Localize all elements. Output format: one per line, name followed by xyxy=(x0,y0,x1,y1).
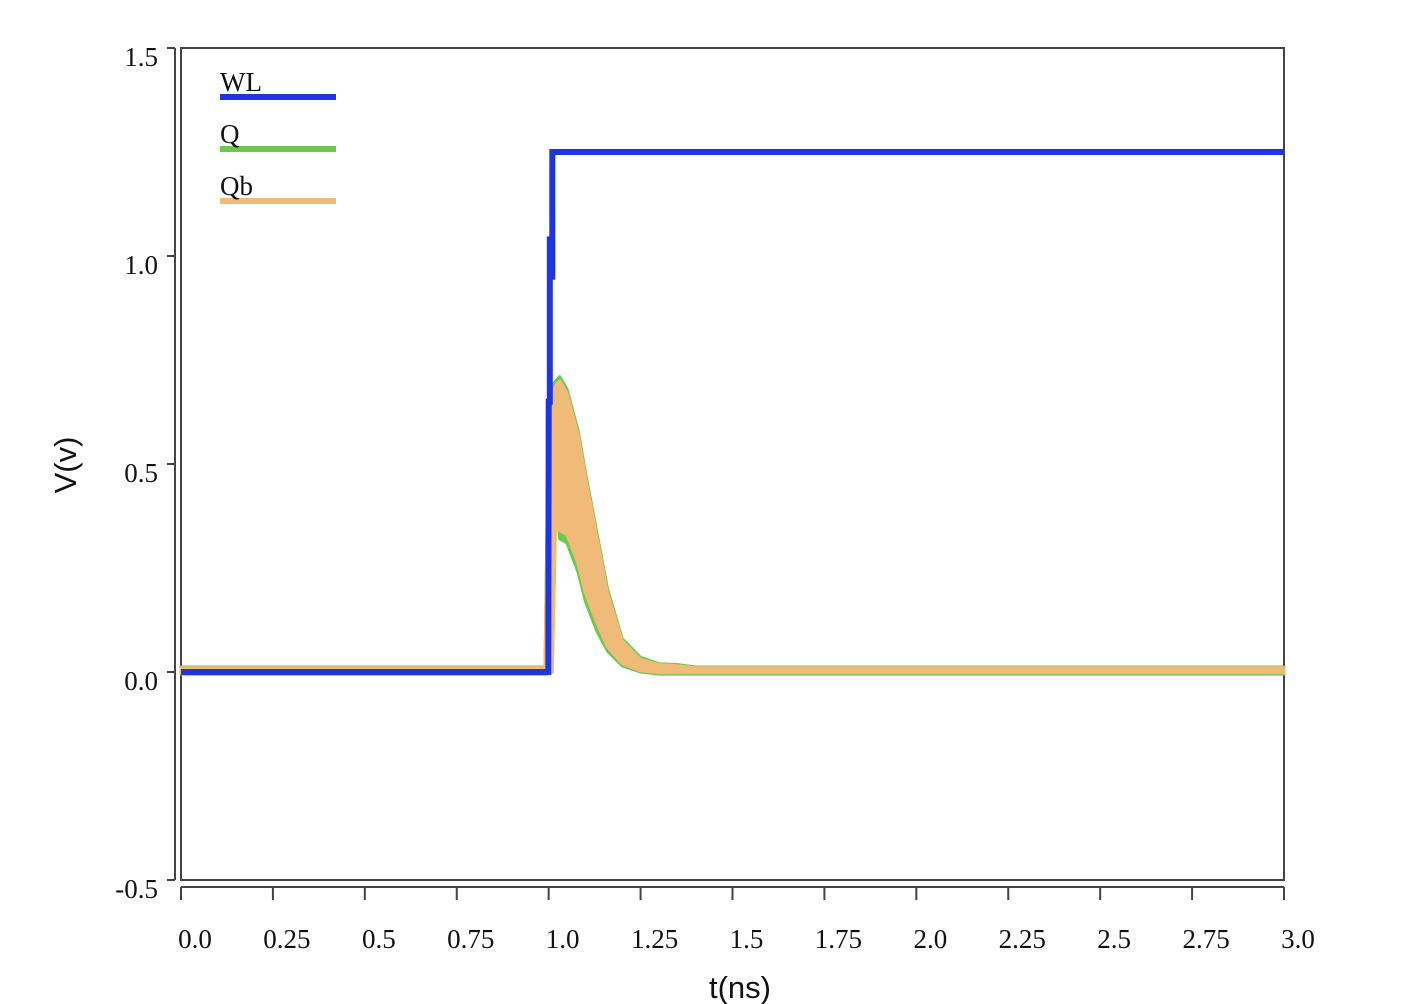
plot-frame xyxy=(180,47,1285,881)
series-layer xyxy=(179,149,1286,676)
series-qb-band xyxy=(179,379,1286,675)
x-tick-label: 0.25 xyxy=(263,924,310,954)
x-tick-label: 2.25 xyxy=(999,924,1046,954)
x-tick-label: 2.0 xyxy=(913,924,947,954)
y-tick-label: 1.0 xyxy=(124,250,158,280)
y-tick-label: 0.0 xyxy=(124,666,158,696)
y-axis: -0.5 0.0 0.5 1.0 1.5 xyxy=(115,42,176,904)
y-tick-label: 0.5 xyxy=(124,458,158,488)
series-wl-line xyxy=(181,149,1284,675)
x-tick-label: 0.5 xyxy=(362,924,396,954)
x-axis-title: t(ns) xyxy=(709,970,771,1004)
legend-label-q: Q xyxy=(220,119,240,149)
x-tick-label: 1.25 xyxy=(631,924,678,954)
x-tick-label: 3.0 xyxy=(1281,924,1315,954)
y-axis-title: V(v) xyxy=(48,437,83,494)
x-tick-label: 2.75 xyxy=(1182,924,1229,954)
legend: WL Q Qb xyxy=(220,67,336,204)
x-axis: 0.0 0.25 0.5 0.75 1.0 1.25 1.5 1.75 2.0 2.25 2.5 2.… xyxy=(178,886,1315,954)
x-tick-label: 1.5 xyxy=(730,924,764,954)
x-tick-label: 2.5 xyxy=(1097,924,1131,954)
y-tick-label: 1.5 xyxy=(124,42,158,72)
legend-label-qb: Qb xyxy=(220,171,253,201)
x-tick-label: 0.75 xyxy=(447,924,494,954)
legend-label-wl: WL xyxy=(220,67,262,97)
x-tick-label: 1.75 xyxy=(815,924,862,954)
y-tick-label: -0.5 xyxy=(115,874,158,904)
x-tick-label: 0.0 xyxy=(178,924,212,954)
x-tick-label: 1.0 xyxy=(546,924,580,954)
